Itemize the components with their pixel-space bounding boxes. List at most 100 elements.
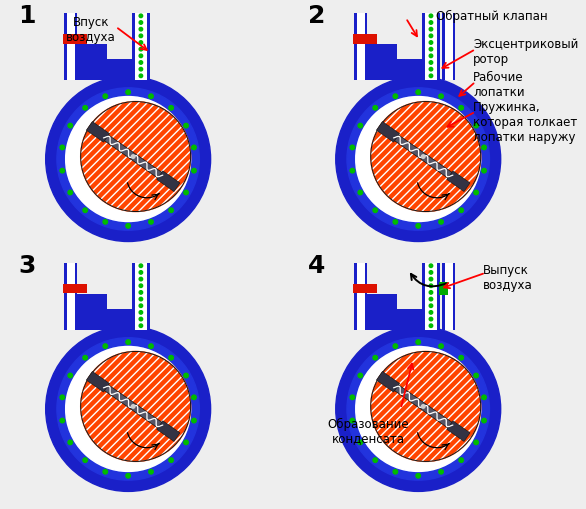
- Circle shape: [169, 356, 173, 360]
- Bar: [64, 14, 77, 81]
- Circle shape: [126, 473, 131, 478]
- Circle shape: [356, 347, 481, 471]
- Circle shape: [139, 62, 142, 65]
- Circle shape: [429, 75, 432, 78]
- Bar: [425, 263, 437, 330]
- Bar: [355, 263, 367, 330]
- Bar: [357, 14, 365, 81]
- Circle shape: [169, 106, 173, 111]
- Circle shape: [429, 55, 432, 59]
- Circle shape: [350, 418, 355, 423]
- Circle shape: [103, 344, 107, 349]
- Circle shape: [459, 356, 464, 360]
- Bar: [422, 263, 440, 330]
- Circle shape: [139, 48, 142, 52]
- Circle shape: [139, 15, 142, 18]
- Bar: [156, 172, 180, 192]
- Circle shape: [429, 291, 432, 295]
- Circle shape: [439, 344, 444, 349]
- Circle shape: [429, 265, 432, 268]
- Circle shape: [371, 352, 481, 462]
- Circle shape: [81, 352, 190, 462]
- Circle shape: [139, 324, 142, 328]
- Circle shape: [68, 440, 73, 445]
- Text: Образование
конденсата: Образование конденсата: [328, 416, 409, 445]
- Text: Эксцентриковый
ротор: Эксцентриковый ротор: [473, 38, 578, 66]
- Circle shape: [60, 169, 64, 174]
- Circle shape: [474, 191, 478, 195]
- Circle shape: [68, 191, 73, 195]
- Circle shape: [192, 146, 196, 150]
- Bar: [77, 45, 107, 60]
- Circle shape: [336, 327, 500, 492]
- Circle shape: [131, 155, 135, 159]
- Circle shape: [81, 102, 190, 212]
- Circle shape: [60, 146, 64, 150]
- Circle shape: [192, 418, 196, 423]
- Circle shape: [83, 356, 87, 360]
- Circle shape: [416, 224, 421, 229]
- Circle shape: [83, 106, 87, 111]
- Text: 2: 2: [308, 5, 326, 29]
- Circle shape: [416, 473, 421, 478]
- Circle shape: [149, 95, 154, 99]
- Circle shape: [103, 95, 107, 99]
- Text: 3: 3: [18, 254, 36, 278]
- Circle shape: [429, 298, 432, 301]
- Circle shape: [358, 440, 363, 445]
- Circle shape: [421, 155, 425, 159]
- Circle shape: [46, 327, 210, 492]
- Circle shape: [482, 395, 486, 400]
- Circle shape: [139, 265, 142, 268]
- Text: Рабочие
лопатки: Рабочие лопатки: [473, 71, 525, 99]
- Bar: [447, 172, 470, 192]
- Circle shape: [429, 35, 432, 39]
- Circle shape: [139, 278, 142, 281]
- Circle shape: [482, 418, 486, 423]
- Circle shape: [169, 209, 173, 213]
- Circle shape: [139, 42, 142, 45]
- Circle shape: [429, 278, 432, 281]
- Circle shape: [336, 77, 500, 242]
- Bar: [156, 421, 180, 441]
- Circle shape: [439, 220, 444, 224]
- Circle shape: [429, 48, 432, 52]
- Bar: [357, 263, 365, 330]
- Circle shape: [358, 124, 363, 129]
- Circle shape: [184, 124, 188, 129]
- Circle shape: [393, 470, 397, 474]
- Bar: [135, 263, 146, 330]
- Bar: [422, 14, 440, 81]
- Circle shape: [459, 458, 464, 463]
- Bar: [376, 372, 400, 392]
- Bar: [367, 45, 397, 60]
- Circle shape: [429, 324, 432, 328]
- Circle shape: [184, 374, 188, 378]
- Circle shape: [393, 95, 397, 99]
- Circle shape: [429, 29, 432, 32]
- Text: Обратный клапан: Обратный клапан: [436, 10, 547, 23]
- Bar: [442, 14, 455, 81]
- Circle shape: [139, 29, 142, 32]
- Bar: [353, 285, 377, 294]
- Bar: [67, 14, 75, 81]
- Bar: [86, 122, 110, 143]
- Bar: [64, 263, 77, 330]
- Circle shape: [139, 22, 142, 25]
- Circle shape: [139, 75, 142, 78]
- Bar: [376, 122, 400, 143]
- Circle shape: [149, 220, 154, 224]
- Circle shape: [393, 344, 397, 349]
- Circle shape: [350, 146, 355, 150]
- Circle shape: [429, 304, 432, 308]
- Bar: [439, 282, 448, 295]
- Circle shape: [131, 405, 135, 408]
- Circle shape: [459, 209, 464, 213]
- Circle shape: [356, 347, 481, 471]
- Circle shape: [169, 458, 173, 463]
- Circle shape: [139, 318, 142, 321]
- Bar: [63, 285, 87, 294]
- Circle shape: [416, 91, 421, 95]
- Circle shape: [139, 271, 142, 275]
- Bar: [88, 124, 178, 190]
